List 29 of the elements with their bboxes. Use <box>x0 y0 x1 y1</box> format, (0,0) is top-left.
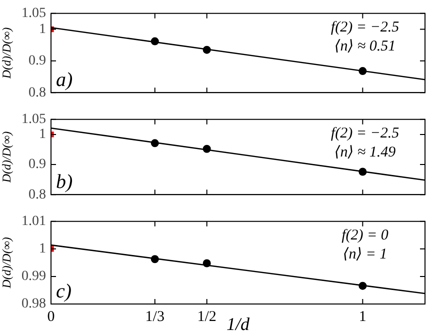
y-tick-label: 1 <box>39 127 46 142</box>
y-tick-label: 0.99 <box>22 269 46 284</box>
y-tick-label: 0.8 <box>28 85 46 100</box>
x-tick-label: 1/3 <box>145 308 164 325</box>
x-tick-label: 0 <box>47 308 55 325</box>
y-tick-label: 1.05 <box>22 6 46 22</box>
y-axis-title: D(d)/D(∞) <box>0 131 14 184</box>
y-axis-title: D(d)/D(∞) <box>0 27 14 80</box>
y-tick-label: 0.98 <box>22 296 46 312</box>
annotation: ⟨n⟩ = 1 <box>342 246 388 262</box>
annotation: b) <box>56 170 73 193</box>
x-axis-title: 1/d <box>226 314 250 334</box>
annotation: a) <box>56 68 73 91</box>
y-tick-label: 1 <box>39 22 46 37</box>
annotation: c) <box>56 280 72 302</box>
y-tick-label: 1.05 <box>22 112 46 128</box>
y-tick-label: 1.01 <box>22 214 46 230</box>
annotation: f(2) = −2.5 <box>330 19 400 36</box>
annotation: ⟨n⟩ ≈ 1.49 <box>334 144 396 160</box>
x-tick-label: 1 <box>358 308 366 325</box>
x-tick-label: 1/2 <box>197 308 216 325</box>
annotation: f(2) = 0 <box>342 227 389 244</box>
y-axis-title: D(d)/D(∞) <box>0 237 14 290</box>
y-tick-label: 0.8 <box>28 187 46 202</box>
annotation: ⟨n⟩ ≈ 0.51 <box>334 38 396 54</box>
y-tick-label: 0.9 <box>28 54 46 69</box>
annotation: f(2) = −2.5 <box>330 125 400 142</box>
y-tick-label: 1 <box>39 242 46 257</box>
y-tick-label: 0.9 <box>28 157 46 172</box>
